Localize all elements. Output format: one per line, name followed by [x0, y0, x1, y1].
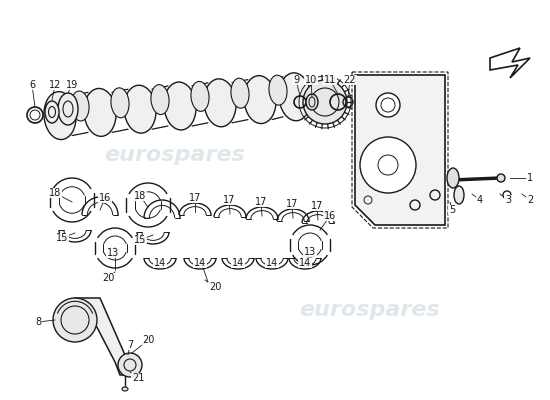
- Text: 20: 20: [209, 282, 221, 292]
- Text: 22: 22: [344, 75, 356, 85]
- Text: 17: 17: [311, 201, 323, 211]
- Text: 18: 18: [49, 188, 61, 198]
- Text: 14: 14: [299, 258, 311, 268]
- Ellipse shape: [44, 92, 76, 140]
- Text: eurospares: eurospares: [104, 145, 245, 165]
- Ellipse shape: [244, 76, 276, 124]
- Text: 21: 21: [132, 373, 144, 383]
- Text: 17: 17: [286, 199, 298, 209]
- Text: 10: 10: [305, 75, 317, 85]
- Ellipse shape: [84, 88, 116, 136]
- Ellipse shape: [231, 78, 249, 108]
- Text: 15: 15: [134, 235, 146, 245]
- Ellipse shape: [269, 75, 287, 105]
- Text: eurospares: eurospares: [300, 300, 441, 320]
- Text: 5: 5: [449, 205, 455, 215]
- Text: 6: 6: [29, 80, 35, 90]
- Text: 14: 14: [154, 258, 166, 268]
- Text: 2: 2: [527, 195, 533, 205]
- Ellipse shape: [164, 82, 196, 130]
- Text: 14: 14: [194, 258, 206, 268]
- Text: 4: 4: [477, 195, 483, 205]
- Text: 16: 16: [99, 193, 111, 203]
- Polygon shape: [355, 75, 445, 225]
- Ellipse shape: [58, 93, 78, 125]
- Text: 16: 16: [324, 211, 336, 221]
- Ellipse shape: [447, 168, 459, 188]
- Circle shape: [376, 93, 400, 117]
- Circle shape: [497, 174, 505, 182]
- Text: 15: 15: [56, 233, 68, 243]
- Text: 19: 19: [66, 80, 78, 90]
- Text: 14: 14: [232, 258, 244, 268]
- Text: 7: 7: [127, 340, 133, 350]
- Polygon shape: [60, 298, 135, 375]
- Text: 9: 9: [293, 75, 299, 85]
- Text: 17: 17: [189, 193, 201, 203]
- Text: 20: 20: [142, 335, 154, 345]
- Circle shape: [360, 137, 416, 193]
- Ellipse shape: [204, 79, 236, 127]
- Polygon shape: [490, 48, 530, 78]
- Ellipse shape: [111, 88, 129, 118]
- Ellipse shape: [151, 85, 169, 114]
- Ellipse shape: [124, 85, 156, 133]
- Text: 17: 17: [223, 195, 235, 205]
- Text: 17: 17: [255, 197, 267, 207]
- Text: 11: 11: [324, 75, 336, 85]
- Text: 13: 13: [107, 248, 119, 258]
- Text: 18: 18: [134, 191, 146, 201]
- Ellipse shape: [306, 94, 318, 110]
- Text: 12: 12: [49, 80, 61, 90]
- Circle shape: [303, 80, 347, 124]
- Text: 14: 14: [266, 258, 278, 268]
- Text: 1: 1: [527, 173, 533, 183]
- Text: 20: 20: [102, 273, 114, 283]
- Text: 8: 8: [35, 317, 41, 327]
- Ellipse shape: [454, 186, 464, 204]
- Ellipse shape: [279, 73, 311, 121]
- Ellipse shape: [122, 387, 128, 391]
- Ellipse shape: [45, 101, 59, 123]
- Text: 3: 3: [505, 195, 511, 205]
- Ellipse shape: [71, 91, 89, 121]
- Ellipse shape: [191, 82, 209, 111]
- Circle shape: [53, 298, 97, 342]
- Circle shape: [118, 353, 142, 377]
- Text: 13: 13: [304, 247, 316, 257]
